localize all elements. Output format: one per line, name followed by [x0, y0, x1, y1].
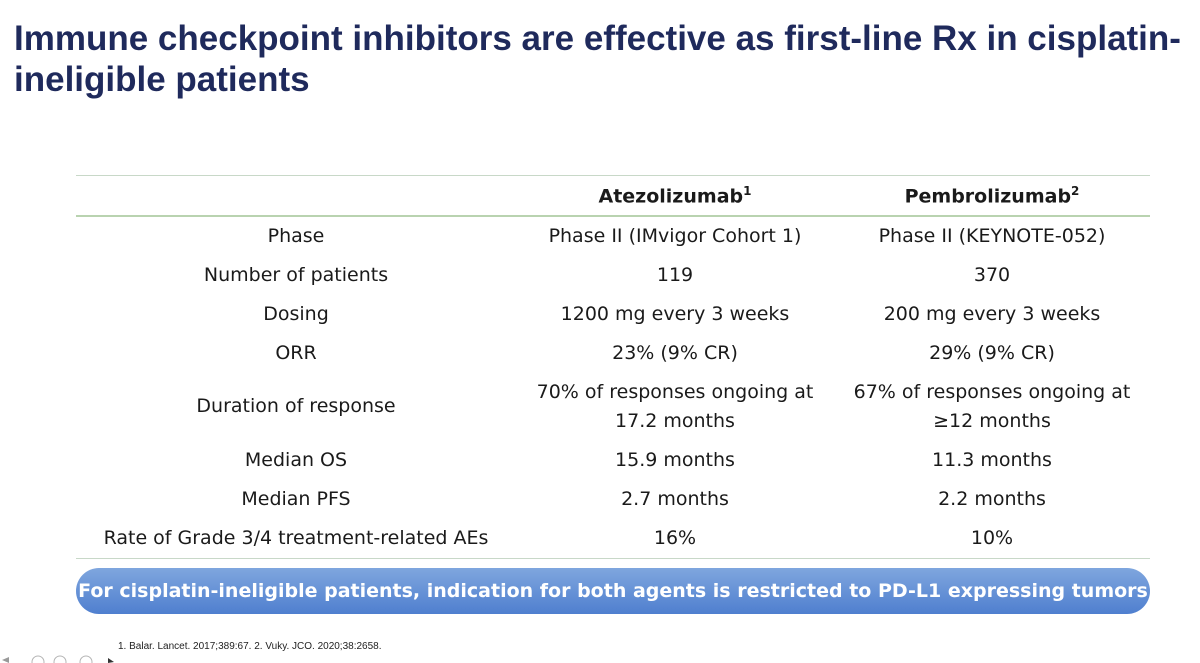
row-label: Rate of Grade 3/4 treatment-related AEs — [76, 518, 516, 559]
header-empty-cell — [76, 175, 516, 217]
pembrolizumab-value: 200 mg every 3 weeks — [883, 302, 1101, 325]
control-circle-icon[interactable] — [79, 655, 93, 663]
pembrolizumab-value: 370 — [973, 263, 1011, 286]
row-label: ORR — [275, 341, 317, 364]
atezolizumab-value: 70% of responses ongoing at 17.2 months — [536, 380, 814, 432]
table-row: Phase Phase II (IMvigor Cohort 1) Phase … — [76, 216, 1150, 256]
table-row: Rate of Grade 3/4 treatment-related AEs … — [76, 518, 1150, 559]
header-label: Pembrolizumab — [904, 184, 1072, 207]
header-atezolizumab: Atezolizumab1 — [516, 175, 834, 217]
key-message-banner: For cisplatin-ineligible patients, indic… — [76, 568, 1150, 614]
atezolizumab-value: 119 — [656, 263, 694, 286]
references-footnote: 1. Balar. Lancet. 2017;389:67. 2. Vuky. … — [118, 641, 382, 652]
media-player-controls[interactable] — [0, 652, 140, 663]
atezolizumab-value: Phase II (IMvigor Cohort 1) — [548, 224, 802, 247]
header-label: Atezolizumab — [598, 184, 744, 207]
table-row: ORR 23% (9% CR) 29% (9% CR) — [76, 334, 1150, 373]
atezolizumab-value: 15.9 months — [615, 448, 735, 471]
row-label: Number of patients — [203, 263, 389, 286]
pembrolizumab-value: 2.2 months — [938, 487, 1046, 510]
pembrolizumab-value: Phase II (KEYNOTE-052) — [878, 224, 1106, 247]
control-circle-icon[interactable] — [31, 655, 45, 663]
row-label: Duration of response — [196, 395, 396, 417]
pembrolizumab-value: 67% of responses ongoing at ≥12 months — [853, 380, 1131, 432]
row-label: Dosing — [263, 302, 329, 325]
header-footnote-marker: 2 — [1071, 183, 1080, 198]
table-row: Duration of response 70% of responses on… — [76, 373, 1150, 441]
atezolizumab-value: 1200 mg every 3 weeks — [560, 302, 790, 325]
table-row: Median OS 15.9 months 11.3 months — [76, 441, 1150, 480]
pembrolizumab-value: 10% — [834, 518, 1150, 559]
atezolizumab-value: 16% — [516, 518, 834, 559]
header-pembrolizumab: Pembrolizumab2 — [834, 175, 1150, 217]
next-icon[interactable] — [108, 658, 114, 663]
atezolizumab-value: 23% (9% CR) — [612, 341, 738, 364]
atezolizumab-value: 2.7 months — [621, 487, 729, 510]
table-header-row: Atezolizumab1 Pembrolizumab2 — [76, 175, 1150, 217]
table-row: Number of patients 119 370 — [76, 256, 1150, 295]
header-footnote-marker: 1 — [743, 183, 752, 198]
previous-icon[interactable] — [2, 657, 9, 663]
comparison-table: Atezolizumab1 Pembrolizumab2 Phase Phase… — [76, 175, 1150, 559]
pembrolizumab-value: 11.3 months — [932, 448, 1052, 471]
banner-text: For cisplatin-ineligible patients, indic… — [78, 580, 1148, 602]
slide-title: Immune checkpoint inhibitors are effecti… — [14, 19, 1181, 99]
control-circle-icon[interactable] — [53, 655, 67, 663]
pembrolizumab-value: 29% (9% CR) — [929, 341, 1055, 364]
table-row: Median PFS 2.7 months 2.2 months — [76, 480, 1150, 519]
row-label: Median OS — [244, 448, 348, 471]
table-row: Dosing 1200 mg every 3 weeks 200 mg ever… — [76, 295, 1150, 334]
row-label: Median PFS — [241, 487, 351, 510]
row-label: Phase — [267, 224, 325, 247]
